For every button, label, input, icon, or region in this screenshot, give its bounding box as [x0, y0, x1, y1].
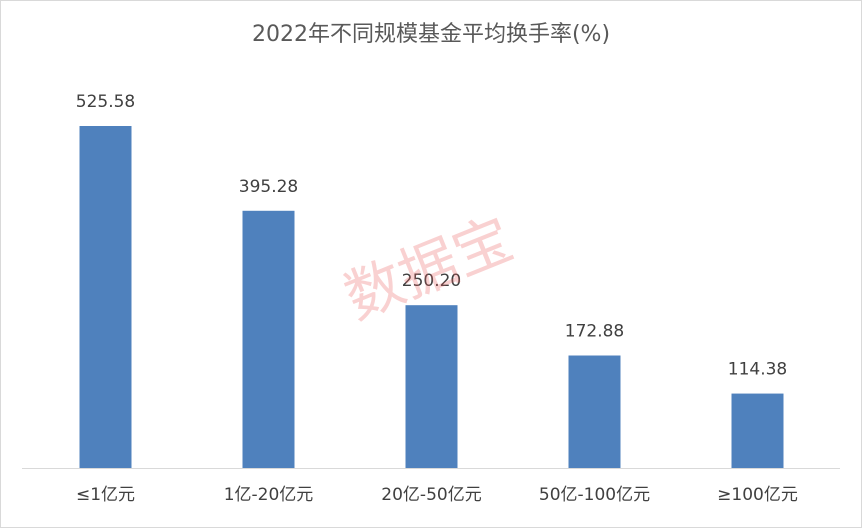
bar	[405, 305, 458, 468]
bar	[242, 210, 295, 468]
x-tick-label: 20亿-50亿元	[381, 485, 481, 505]
data-label: 114.38	[728, 360, 787, 380]
bar	[568, 355, 621, 468]
data-label: 395.28	[239, 177, 298, 197]
x-tick-label: 1亿-20亿元	[224, 485, 314, 505]
x-tick-label: ≤1亿元	[76, 485, 135, 505]
chart-title: 2022年不同规模基金平均换手率(%)	[252, 22, 610, 47]
data-label: 525.58	[76, 92, 135, 112]
x-tick-label: 50亿-100亿元	[539, 485, 650, 505]
bar	[731, 393, 784, 468]
data-label: 172.88	[565, 322, 624, 342]
data-label: 250.20	[402, 271, 461, 291]
x-tick-label: ≥100亿元	[717, 485, 798, 505]
bar	[79, 126, 132, 468]
